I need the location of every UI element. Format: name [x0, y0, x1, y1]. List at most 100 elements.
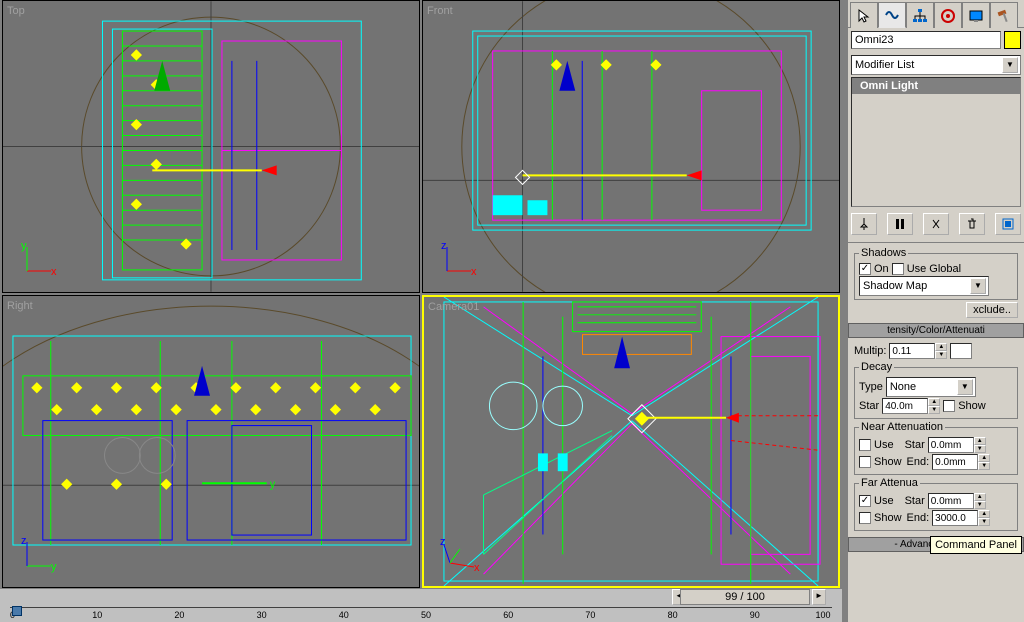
rollout-header-intensity[interactable]: tensity/Color/Attenuati: [848, 323, 1024, 338]
dropdown-label: Shadow Map: [863, 280, 927, 292]
svg-text:x: x: [51, 266, 57, 278]
spin-down[interactable]: ▼: [978, 518, 990, 526]
multiplier-color-swatch[interactable]: [950, 343, 972, 359]
checkbox-label: Use Global: [907, 263, 961, 275]
tab-modify[interactable]: [878, 2, 906, 28]
group-label: Decay: [859, 361, 894, 373]
near-attenuation-group: Near Attenuation Use Star ▲▼ Show End: ▲…: [854, 421, 1018, 475]
viewport-right[interactable]: Right y: [2, 295, 420, 588]
modifier-stack[interactable]: Omni Light: [851, 77, 1021, 207]
far-start-spinner[interactable]: ▲▼: [928, 493, 986, 509]
remove-modifier-button[interactable]: [959, 213, 985, 235]
near-start-spinner[interactable]: ▲▼: [928, 437, 986, 453]
near-start-input[interactable]: [928, 437, 974, 453]
spin-up[interactable]: ▲: [978, 454, 990, 462]
viewport-label: Top: [7, 5, 25, 17]
decay-start-spinner[interactable]: ▲▼: [882, 398, 940, 414]
far-start-input[interactable]: [928, 493, 974, 509]
checkbox-label: Show: [874, 456, 902, 468]
stack-toolbar: [848, 210, 1024, 238]
multiplier-input[interactable]: [889, 343, 935, 359]
make-unique-button[interactable]: [923, 213, 949, 235]
hierarchy-icon: [912, 8, 928, 24]
svg-text:x: x: [471, 266, 477, 278]
axis-gizmo: xz: [439, 239, 479, 282]
axis-gizmo: xy: [19, 239, 59, 282]
tab-hierarchy[interactable]: [906, 2, 934, 28]
tab-create[interactable]: [850, 2, 878, 28]
far-use-checkbox[interactable]: [859, 495, 871, 507]
decay-start-input[interactable]: [882, 398, 928, 414]
spin-up[interactable]: ▲: [978, 510, 990, 518]
shadow-type-dropdown[interactable]: Shadow Map: [859, 276, 989, 296]
time-ruler[interactable]: 0102030405060708090100: [10, 607, 832, 621]
shadows-group: Shadows On Use Global Shadow Map: [854, 247, 1018, 300]
group-label: Near Attenuation: [859, 421, 945, 433]
tab-motion[interactable]: [934, 2, 962, 28]
dropdown-label: Modifier List: [855, 59, 914, 71]
svg-text:y: y: [270, 478, 276, 490]
near-end-spinner[interactable]: ▲▼: [932, 454, 990, 470]
field-label: Star: [905, 439, 925, 451]
show-end-result-button[interactable]: [887, 213, 913, 235]
svg-text:z: z: [441, 240, 447, 252]
use-global-checkbox[interactable]: [892, 263, 904, 275]
viewport-camera[interactable]: Camera01: [422, 295, 840, 588]
multiplier-spinner[interactable]: ▲▼: [889, 343, 947, 359]
far-show-checkbox[interactable]: [859, 512, 871, 524]
axis-gizmo: yz: [19, 534, 59, 577]
object-color-swatch[interactable]: [1004, 31, 1021, 49]
checkbox-label: Show: [874, 512, 902, 524]
spin-down[interactable]: ▼: [974, 445, 986, 453]
field-label: End:: [907, 456, 930, 468]
time-slider[interactable]: 99 / 100: [680, 589, 810, 605]
modify-icon: [884, 7, 900, 23]
spin-down[interactable]: ▼: [978, 462, 990, 470]
rollout-area: Shadows On Use Global Shadow Map xclude.…: [848, 242, 1024, 552]
exclude-button[interactable]: xclude..: [966, 302, 1018, 318]
modifier-stack-item[interactable]: Omni Light: [852, 78, 1020, 94]
tab-display[interactable]: [962, 2, 990, 28]
spin-down[interactable]: ▼: [974, 501, 986, 509]
show-result-icon: [893, 217, 907, 231]
svg-text:z: z: [440, 536, 446, 548]
trash-icon: [965, 217, 979, 231]
timeline[interactable]: ◄ 99 / 100 ► 0102030405060708090100: [0, 588, 842, 622]
svg-text:y: y: [51, 561, 57, 573]
group-label: Far Attenua: [859, 477, 920, 489]
viewport-front[interactable]: Front xz: [422, 0, 840, 293]
near-show-checkbox[interactable]: [859, 456, 871, 468]
tab-utilities[interactable]: [990, 2, 1018, 28]
far-end-input[interactable]: [932, 510, 978, 526]
far-attenuation-group: Far Attenua Use Star ▲▼ Show End: ▲▼: [854, 477, 1018, 531]
spin-up[interactable]: ▲: [935, 343, 947, 351]
spin-down[interactable]: ▼: [928, 406, 940, 414]
pin-stack-button[interactable]: [851, 213, 877, 235]
command-panel-tabs: [848, 0, 1024, 28]
pin-icon: [857, 217, 871, 231]
field-label: Star: [905, 495, 925, 507]
decay-show-checkbox[interactable]: [943, 400, 955, 412]
object-name-input[interactable]: [851, 31, 1001, 49]
decay-group: Decay Type None Star ▲▼ Show: [854, 361, 1018, 419]
dropdown-label: None: [890, 381, 916, 393]
near-use-checkbox[interactable]: [859, 439, 871, 451]
spin-down[interactable]: ▼: [935, 351, 947, 359]
wireframe-top: [3, 1, 419, 292]
timeline-key[interactable]: [12, 606, 22, 616]
decay-type-dropdown[interactable]: None: [886, 377, 976, 397]
wireframe-front: [423, 1, 839, 292]
svg-text:x: x: [474, 562, 480, 573]
viewport-top[interactable]: Top: [2, 0, 420, 293]
configure-sets-button[interactable]: [995, 213, 1021, 235]
timeline-next-button[interactable]: ►: [812, 589, 826, 605]
shadows-on-checkbox[interactable]: [859, 263, 871, 275]
far-end-spinner[interactable]: ▲▼: [932, 510, 990, 526]
spin-up[interactable]: ▲: [928, 398, 940, 406]
spin-up[interactable]: ▲: [974, 493, 986, 501]
motion-icon: [940, 8, 956, 24]
near-end-input[interactable]: [932, 454, 978, 470]
field-label: Multip:: [854, 345, 886, 357]
spin-up[interactable]: ▲: [974, 437, 986, 445]
modifier-list-dropdown[interactable]: Modifier List: [851, 55, 1021, 75]
